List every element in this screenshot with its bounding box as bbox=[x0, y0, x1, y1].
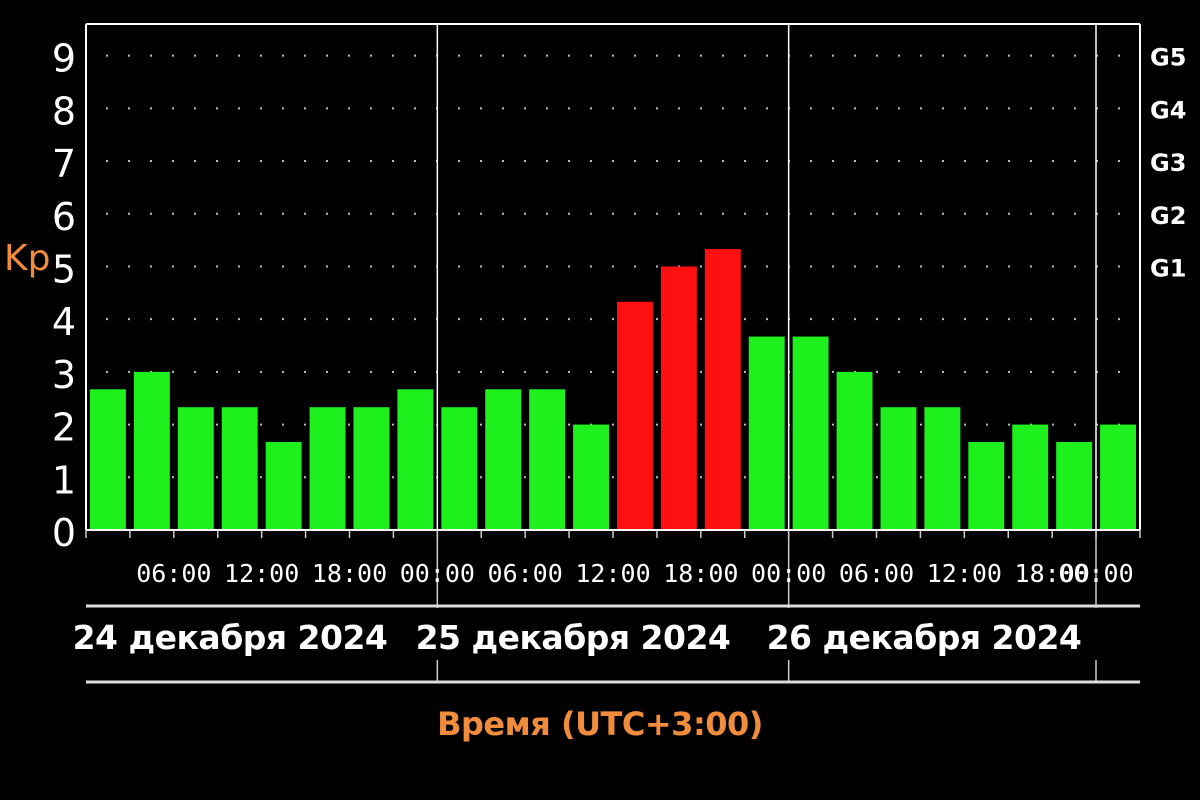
x-tick-label: 06:00 bbox=[839, 559, 914, 588]
y-tick-label: 2 bbox=[52, 406, 76, 450]
y-tick-label: 4 bbox=[52, 300, 76, 344]
y-tick-label: 3 bbox=[52, 353, 76, 397]
x-tick-label: 18:00 bbox=[312, 559, 387, 588]
x-tick-label: 06:00 bbox=[136, 559, 211, 588]
bar bbox=[1100, 424, 1136, 530]
x-tick-label: 12:00 bbox=[224, 559, 299, 588]
bar bbox=[221, 407, 258, 530]
y-tick-label: 1 bbox=[52, 458, 76, 502]
bar bbox=[792, 336, 829, 530]
bar bbox=[485, 389, 522, 530]
bar bbox=[353, 407, 390, 530]
g-scale-label: G1 bbox=[1150, 254, 1186, 282]
bar bbox=[441, 407, 478, 530]
y-tick-label: 6 bbox=[52, 195, 76, 239]
x-tick-label: 18:00 bbox=[1015, 559, 1090, 588]
x-tick-label: 00:00 bbox=[400, 559, 475, 588]
x-axis-label: Время (UTC+3:00) bbox=[437, 705, 763, 743]
g-scale-label: G5 bbox=[1150, 44, 1186, 72]
x-tick-label: 06:00 bbox=[488, 559, 563, 588]
day-label-3: 26 декабря 2024 bbox=[766, 618, 1082, 657]
g-scale-label: G4 bbox=[1150, 96, 1186, 124]
bar bbox=[573, 424, 609, 530]
bar bbox=[617, 301, 653, 530]
bar bbox=[177, 407, 214, 530]
y-tick-label: 7 bbox=[52, 142, 76, 186]
bar bbox=[90, 389, 126, 530]
x-tick-label: 00:00 bbox=[751, 559, 826, 588]
y-axis-label: Kp bbox=[4, 238, 51, 279]
bar bbox=[529, 389, 566, 530]
bar bbox=[397, 389, 434, 530]
y-tick-label: 8 bbox=[52, 89, 76, 133]
bar bbox=[133, 371, 170, 530]
bar bbox=[924, 407, 961, 530]
g-scale-label: G3 bbox=[1150, 149, 1186, 177]
x-tick-label: 12:00 bbox=[927, 559, 1002, 588]
bar bbox=[1012, 424, 1049, 530]
bar bbox=[704, 249, 741, 531]
day-label-1: 24 декабря 2024 bbox=[72, 618, 388, 657]
y-tick-label: 0 bbox=[52, 511, 76, 555]
bar bbox=[1056, 441, 1093, 530]
bar bbox=[968, 441, 1005, 530]
bar bbox=[660, 266, 697, 530]
bar bbox=[748, 336, 785, 530]
bar bbox=[265, 441, 302, 530]
x-tick-label: 12:00 bbox=[575, 559, 650, 588]
y-tick-label: 5 bbox=[52, 247, 76, 291]
bar bbox=[836, 371, 873, 530]
bar bbox=[880, 407, 917, 530]
x-tick-label: 18:00 bbox=[663, 559, 738, 588]
g-scale-label: G2 bbox=[1150, 202, 1186, 230]
bar bbox=[309, 407, 346, 530]
x-tick-label: 00:00 bbox=[1058, 559, 1133, 588]
day-label-2: 25 декабря 2024 bbox=[415, 618, 731, 657]
y-tick-label: 9 bbox=[52, 37, 76, 81]
